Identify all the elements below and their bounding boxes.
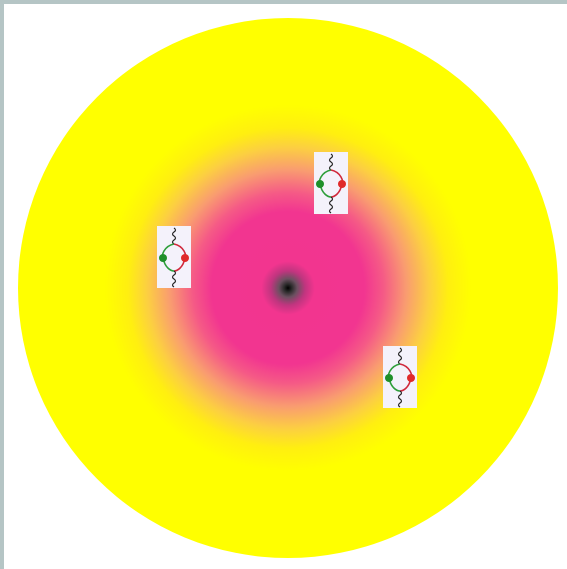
feynman-loop-icon	[159, 227, 189, 288]
feynman-loop-icon	[316, 153, 346, 214]
frame-left-edge	[0, 0, 4, 569]
radial-glow	[18, 18, 558, 558]
frame-top-edge	[0, 0, 567, 4]
loop-diagram-top	[314, 152, 348, 214]
feynman-loop-icon	[385, 347, 415, 408]
loop-diagram-left	[157, 226, 191, 288]
loop-diagram-right	[383, 346, 417, 408]
